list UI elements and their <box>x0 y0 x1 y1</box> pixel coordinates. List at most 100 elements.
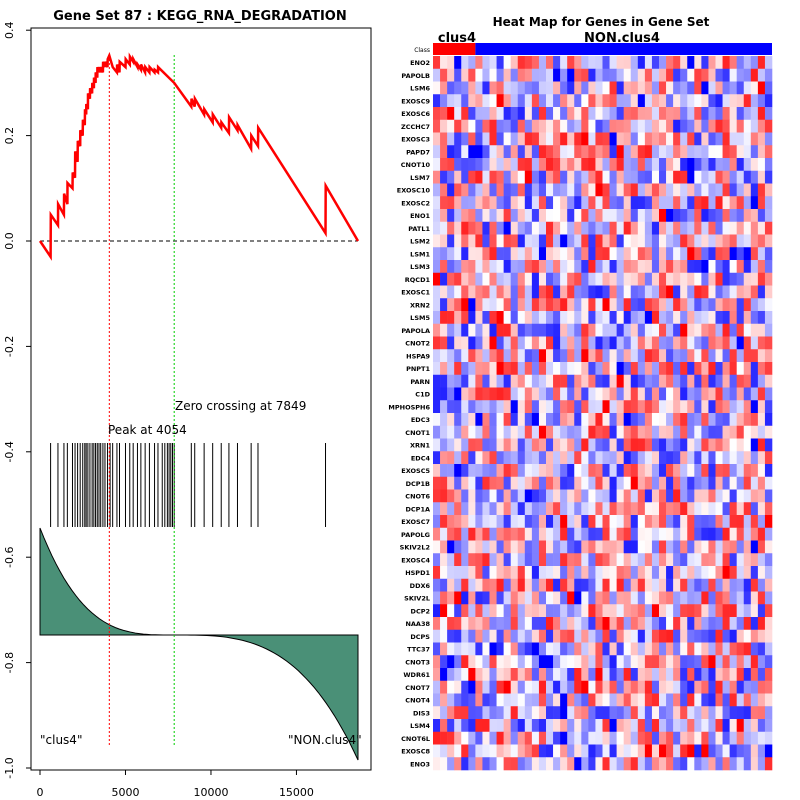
heatmap-cell <box>539 184 546 197</box>
heatmap-cell <box>525 553 532 566</box>
heatmap-cell <box>525 94 532 107</box>
heatmap-cell <box>532 426 539 439</box>
heatmap-cell <box>511 426 518 439</box>
heatmap-cell <box>737 643 744 656</box>
heatmap-cell <box>560 515 567 528</box>
heatmap-cell <box>490 349 497 362</box>
heatmap-cell <box>497 273 504 286</box>
heatmap-cell <box>624 477 631 490</box>
heatmap-cell <box>666 719 673 732</box>
heatmap-cell <box>511 69 518 82</box>
heatmap-cell <box>553 56 560 69</box>
heatmap-cell <box>694 273 701 286</box>
heatmap-cell <box>638 349 645 362</box>
heatmap-cell <box>433 82 440 95</box>
heatmap-cell <box>553 426 560 439</box>
heatmap-cell <box>490 222 497 235</box>
heatmap-cell <box>687 655 694 668</box>
heatmap-cell <box>624 94 631 107</box>
heatmap-cell <box>758 273 765 286</box>
heatmap-cell <box>687 502 694 515</box>
heatmap-cell <box>652 617 659 630</box>
heatmap-cell <box>758 94 765 107</box>
heatmap-cell <box>737 362 744 375</box>
heatmap-cell <box>574 477 581 490</box>
heatmap-cell <box>758 388 765 401</box>
heatmap-cell <box>546 757 553 770</box>
heatmap-cell <box>482 337 489 350</box>
heatmap-cell <box>765 477 772 490</box>
heatmap-cell <box>511 235 518 248</box>
heatmap-cell <box>447 388 454 401</box>
heatmap-cell <box>765 694 772 707</box>
heatmap-cell <box>744 145 751 158</box>
heatmap-cell <box>546 490 553 503</box>
heatmap-cell <box>624 464 631 477</box>
heatmap-cell <box>468 757 475 770</box>
heatmap-cell <box>603 566 610 579</box>
heatmap-cell <box>497 592 504 605</box>
gene-label: PAPOLB <box>401 72 430 80</box>
heatmap-cell <box>511 732 518 745</box>
heatmap-cell <box>546 145 553 158</box>
heatmap-cell <box>708 732 715 745</box>
heatmap-cell <box>666 630 673 643</box>
heatmap-cell <box>737 490 744 503</box>
heatmap-cell <box>610 56 617 69</box>
heatmap-cell <box>737 681 744 694</box>
heatmap-cell <box>595 311 602 324</box>
heatmap-cell <box>723 133 730 146</box>
heatmap-cell <box>687 171 694 184</box>
heatmap-cell <box>468 349 475 362</box>
heatmap-cell <box>539 757 546 770</box>
heatmap-cell <box>737 668 744 681</box>
heatmap-cell <box>666 553 673 566</box>
heatmap-cell <box>716 145 723 158</box>
heatmap-cell <box>511 196 518 209</box>
heatmap-cell <box>504 145 511 158</box>
heatmap-cell <box>744 681 751 694</box>
heatmap-cell <box>440 56 447 69</box>
heatmap-cell <box>666 643 673 656</box>
heatmap-cell <box>680 222 687 235</box>
heatmap-cell <box>574 107 581 120</box>
heatmap-cell <box>666 528 673 541</box>
heatmap-cell <box>659 235 666 248</box>
heatmap-cell <box>475 464 482 477</box>
heatmap-cell <box>539 337 546 350</box>
heatmap-cell <box>624 349 631 362</box>
heatmap-cell <box>737 56 744 69</box>
heatmap-cell <box>511 592 518 605</box>
gene-label: CNOT7 <box>405 684 430 692</box>
heatmap-cell <box>645 694 652 707</box>
heatmap-cell <box>610 196 617 209</box>
heatmap-cell <box>546 324 553 337</box>
heatmap-cell <box>490 757 497 770</box>
heatmap-cell <box>708 107 715 120</box>
heatmap-cell <box>595 145 602 158</box>
heatmap-cell <box>694 757 701 770</box>
heatmap-cell <box>588 388 595 401</box>
heatmap-cell <box>701 158 708 171</box>
heatmap-cell <box>588 82 595 95</box>
heatmap-cell <box>652 451 659 464</box>
heatmap-cell <box>588 681 595 694</box>
gene-label: XRN2 <box>410 301 430 309</box>
heatmap-cell <box>475 541 482 554</box>
y-tick-label: -0.8 <box>3 652 16 673</box>
heatmap-cell <box>758 260 765 273</box>
heatmap-cell <box>666 375 673 388</box>
heatmap-cell <box>610 681 617 694</box>
heatmap-cell <box>645 298 652 311</box>
heatmap-cell <box>617 222 624 235</box>
heatmap-cell <box>716 69 723 82</box>
heatmap-cell <box>553 145 560 158</box>
heatmap-cell <box>708 451 715 464</box>
heatmap-cell <box>716 184 723 197</box>
heatmap-cell <box>497 324 504 337</box>
heatmap-cell <box>497 107 504 120</box>
heatmap-cell <box>581 235 588 248</box>
heatmap-cell <box>645 362 652 375</box>
heatmap-cell <box>433 184 440 197</box>
heatmap-cell <box>708 133 715 146</box>
